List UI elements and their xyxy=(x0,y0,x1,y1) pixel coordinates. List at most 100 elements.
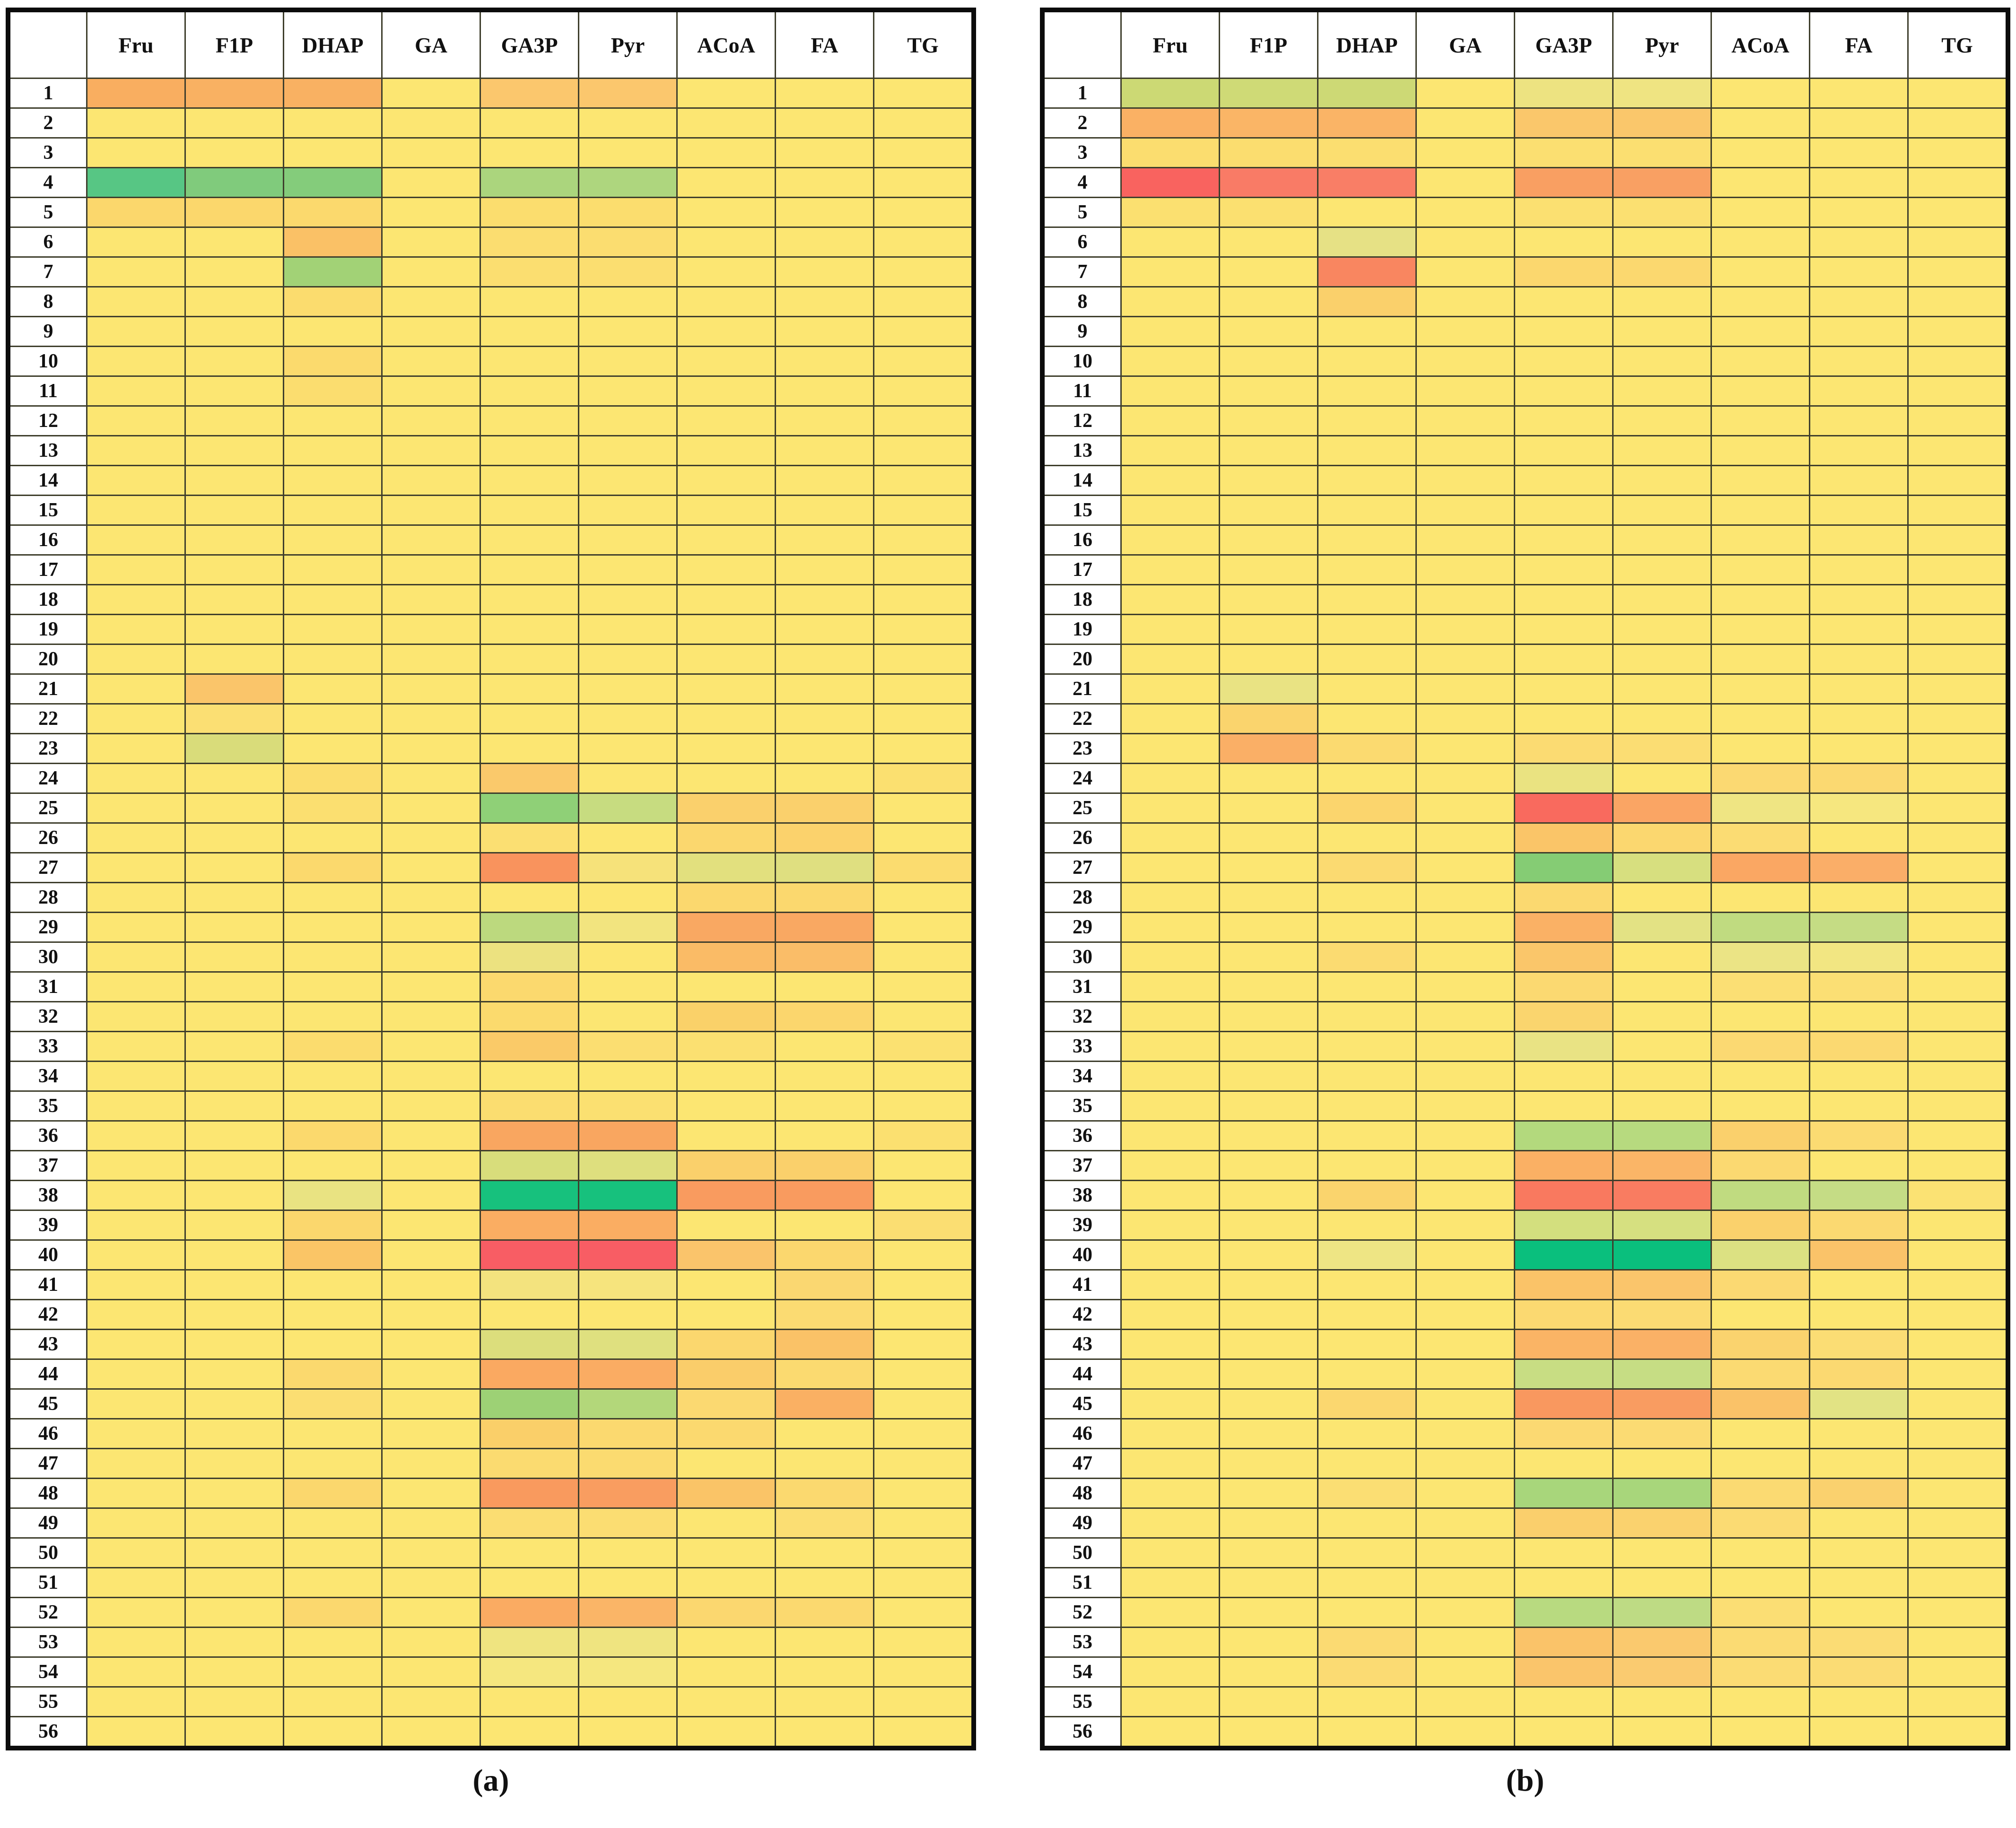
cell-a-r28-ACoA xyxy=(678,883,775,912)
cell-a-r37-F1P xyxy=(186,1151,283,1180)
cell-a-r28-F1P xyxy=(186,883,283,912)
cell-a-r40-GA3P xyxy=(481,1241,578,1269)
cell-b-r6-DHAP xyxy=(1318,228,1415,256)
cell-b-r33-GA3P xyxy=(1515,1032,1612,1061)
row-label-b-25: 25 xyxy=(1045,794,1120,822)
cell-b-r39-Pyr xyxy=(1614,1211,1711,1239)
cell-a-r4-F1P xyxy=(186,168,283,197)
cell-a-r32-FA xyxy=(776,1002,873,1031)
cell-b-r19-DHAP xyxy=(1318,615,1415,644)
cell-b-r34-FA xyxy=(1810,1062,1907,1090)
cell-b-r7-ACoA xyxy=(1712,258,1809,286)
cell-a-r50-DHAP xyxy=(284,1539,381,1567)
cell-b-r22-Pyr xyxy=(1614,705,1711,733)
cell-b-r31-DHAP xyxy=(1318,973,1415,1001)
cell-a-r9-GA3P xyxy=(481,317,578,346)
cell-b-r34-ACoA xyxy=(1712,1062,1809,1090)
cell-a-r36-DHAP xyxy=(284,1122,381,1150)
cell-a-r45-F1P xyxy=(186,1390,283,1418)
cell-a-r30-TG xyxy=(874,943,971,971)
cell-b-r34-DHAP xyxy=(1318,1062,1415,1090)
cell-a-r33-GA xyxy=(383,1032,480,1061)
cell-a-r51-Pyr xyxy=(579,1568,676,1597)
cell-b-r25-F1P xyxy=(1220,794,1317,822)
cell-b-r32-Fru xyxy=(1122,1002,1219,1031)
cell-a-r29-GA3P xyxy=(481,913,578,941)
row-label-b-38: 38 xyxy=(1045,1181,1120,1210)
cell-a-r8-Fru xyxy=(87,287,184,316)
cell-b-r47-TG xyxy=(1909,1449,2006,1478)
cell-a-r27-Fru xyxy=(87,853,184,882)
cell-a-r51-ACoA xyxy=(678,1568,775,1597)
cell-b-r39-F1P xyxy=(1220,1211,1317,1239)
cell-a-r6-GA3P xyxy=(481,228,578,256)
cell-b-r47-ACoA xyxy=(1712,1449,1809,1478)
cell-a-r24-DHAP xyxy=(284,764,381,792)
row-label-b-10: 10 xyxy=(1045,347,1120,375)
cell-a-r28-FA xyxy=(776,883,873,912)
cell-b-r23-TG xyxy=(1909,734,2006,763)
cell-b-r20-FA xyxy=(1810,645,1907,673)
cell-b-r15-TG xyxy=(1909,496,2006,524)
cell-b-r45-GA xyxy=(1417,1390,1514,1418)
cell-a-r4-ACoA xyxy=(678,168,775,197)
cell-a-r33-F1P xyxy=(186,1032,283,1061)
cell-a-r55-FA xyxy=(776,1688,873,1716)
cell-a-r25-GA xyxy=(383,794,480,822)
heatmap-b: Fru F1P DHAP GA GA3P Pyr ACoA FA TG 1 2 3 4 5 6 7 8 9 10 11… xyxy=(1040,8,2010,1750)
cell-b-r44-GA xyxy=(1417,1360,1514,1388)
cell-a-r40-TG xyxy=(874,1241,971,1269)
cell-b-r30-F1P xyxy=(1220,943,1317,971)
cell-a-r47-GA xyxy=(383,1449,480,1478)
cell-b-r24-Pyr xyxy=(1614,764,1711,792)
cell-a-r2-GA xyxy=(383,109,480,137)
cell-a-r44-F1P xyxy=(186,1360,283,1388)
row-label-b-8: 8 xyxy=(1045,287,1120,316)
cell-a-r37-TG xyxy=(874,1151,971,1180)
cell-b-r31-ACoA xyxy=(1712,973,1809,1001)
cell-b-r14-FA xyxy=(1810,466,1907,495)
cell-b-r16-DHAP xyxy=(1318,526,1415,554)
corner-cell-a xyxy=(10,12,86,78)
cell-a-r25-FA xyxy=(776,794,873,822)
cell-a-r26-F1P xyxy=(186,824,283,852)
row-label-a-36: 36 xyxy=(10,1122,86,1150)
cell-a-r35-GA xyxy=(383,1092,480,1120)
row-label-a-50: 50 xyxy=(10,1539,86,1567)
cell-b-r11-DHAP xyxy=(1318,377,1415,405)
cell-a-r37-GA xyxy=(383,1151,480,1180)
cell-b-r41-DHAP xyxy=(1318,1271,1415,1299)
cell-a-r11-ACoA xyxy=(678,377,775,405)
cell-a-r54-F1P xyxy=(186,1658,283,1686)
cell-b-r25-Pyr xyxy=(1614,794,1711,822)
row-label-b-12: 12 xyxy=(1045,407,1120,435)
cell-b-r46-GA xyxy=(1417,1419,1514,1448)
cell-b-r22-GA xyxy=(1417,705,1514,733)
cell-a-r22-GA3P xyxy=(481,705,578,733)
cell-a-r17-TG xyxy=(874,556,971,584)
row-label-b-54: 54 xyxy=(1045,1658,1120,1686)
cell-b-r17-FA xyxy=(1810,556,1907,584)
cell-b-r6-ACoA xyxy=(1712,228,1809,256)
row-label-a-26: 26 xyxy=(10,824,86,852)
row-label-b-39: 39 xyxy=(1045,1211,1120,1239)
cell-a-r37-FA xyxy=(776,1151,873,1180)
cell-b-r17-TG xyxy=(1909,556,2006,584)
cell-a-r6-F1P xyxy=(186,228,283,256)
cell-a-r3-DHAP xyxy=(284,139,381,167)
cell-a-r38-TG xyxy=(874,1181,971,1210)
cell-a-r13-F1P xyxy=(186,436,283,465)
cell-a-r35-GA3P xyxy=(481,1092,578,1120)
cell-a-r44-GA3P xyxy=(481,1360,578,1388)
cell-a-r56-ACoA xyxy=(678,1717,775,1746)
cell-a-r19-FA xyxy=(776,615,873,644)
cell-b-r4-Fru xyxy=(1122,168,1219,197)
cell-a-r3-GA xyxy=(383,139,480,167)
cell-b-r56-GA xyxy=(1417,1717,1514,1746)
cell-b-r53-GA3P xyxy=(1515,1628,1612,1656)
cell-a-r43-ACoA xyxy=(678,1330,775,1358)
cell-a-r45-Fru xyxy=(87,1390,184,1418)
cell-b-r40-GA3P xyxy=(1515,1241,1612,1269)
cell-b-r16-Fru xyxy=(1122,526,1219,554)
cell-a-r22-TG xyxy=(874,705,971,733)
